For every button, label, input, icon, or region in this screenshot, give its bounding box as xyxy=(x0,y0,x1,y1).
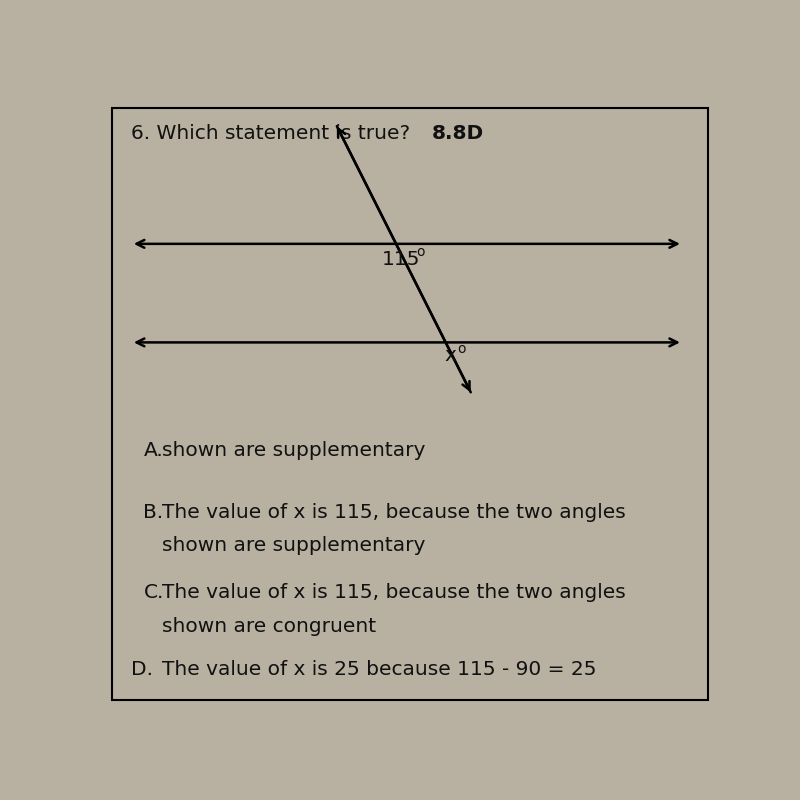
Text: shown are supplementary: shown are supplementary xyxy=(162,537,426,555)
Text: The value of x is 115, because the two angles: The value of x is 115, because the two a… xyxy=(162,502,626,522)
Text: x: x xyxy=(444,346,456,366)
Text: 6. Which statement is true?: 6. Which statement is true? xyxy=(131,124,417,142)
Text: C.: C. xyxy=(143,582,164,602)
Text: B.: B. xyxy=(143,502,163,522)
Text: o: o xyxy=(458,342,466,355)
Text: The value of x is 115, because the two angles: The value of x is 115, because the two a… xyxy=(162,582,626,602)
Text: 115: 115 xyxy=(382,250,421,269)
Text: shown are congruent: shown are congruent xyxy=(162,617,376,635)
Text: D.: D. xyxy=(131,660,153,678)
Text: The value of x is 25 because 115 - 90 = 25: The value of x is 25 because 115 - 90 = … xyxy=(162,660,597,678)
Text: o: o xyxy=(416,245,425,259)
Text: shown are supplementary: shown are supplementary xyxy=(162,441,426,460)
Text: A.: A. xyxy=(143,441,163,460)
Text: 8.8D: 8.8D xyxy=(432,124,484,142)
